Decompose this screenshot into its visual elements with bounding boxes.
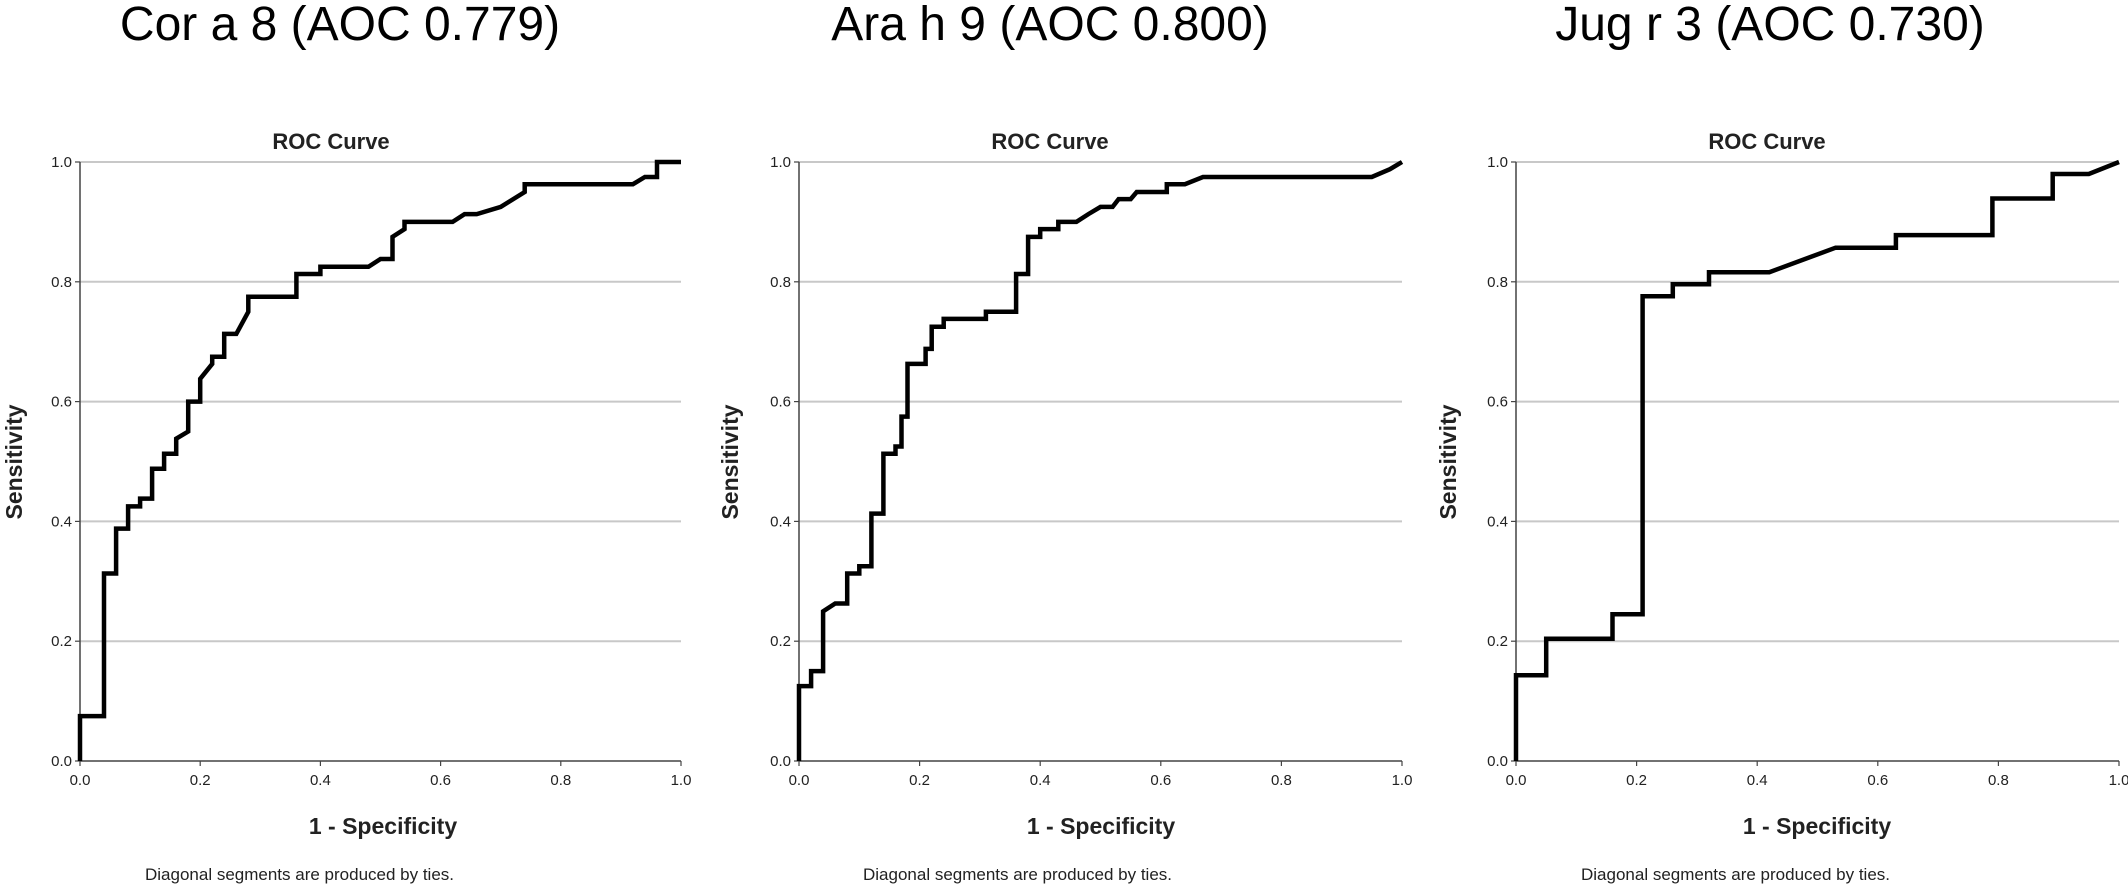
y-tick-label: 0.4	[1487, 513, 1508, 530]
roc-curve-line	[77, 159, 681, 761]
chart-title: ROC Curve	[991, 129, 1108, 154]
x-axis-label: 1 - Specificity	[1027, 813, 1175, 839]
panel-heading: Jug r 3 (AOC 0.730)	[1555, 0, 1985, 51]
y-tick-label: 0.6	[1487, 394, 1508, 411]
y-axis-label: Sensitivity	[1435, 404, 1461, 519]
y-axis-label: Sensitivity	[1, 404, 27, 519]
x-tick-label: 0.0	[70, 772, 91, 789]
chart-title: ROC Curve	[272, 129, 389, 154]
x-tick-label: 1.0	[2109, 772, 2128, 789]
roc-curve-line	[796, 160, 1404, 761]
x-tick-label: 0.0	[789, 772, 810, 789]
y-tick-label: 1.0	[51, 154, 72, 171]
x-tick-label: 1.0	[1392, 772, 1413, 789]
x-tick-label: 0.6	[1150, 772, 1171, 789]
y-tick-label: 0.8	[51, 274, 72, 291]
panel-jug-r-3: Jug r 3 (AOC 0.730) ROC Curve 0.00.20.40…	[1435, 0, 2128, 884]
x-tick-label: 0.2	[909, 772, 930, 789]
y-tick-label: 1.0	[1487, 154, 1508, 171]
footnote: Diagonal segments are produced by ties.	[145, 865, 454, 884]
plot-area: 0.0 0.2 0.4 0.6 0.8 1.0 0.0 0.2 0.4 0.6 0.8 1.0	[51, 154, 691, 789]
y-axis-label: Sensitivity	[717, 404, 743, 519]
roc-curve-line	[1513, 159, 2120, 761]
x-tick-label: 0.4	[1747, 772, 1768, 789]
panel-cor-a-8: Cor a 8 (AOC 0.779) ROC Curve 0.00.20.40…	[1, 0, 691, 884]
x-tick-label: 0.4	[310, 772, 331, 789]
x-axis-label: 1 - Specificity	[1743, 813, 1891, 839]
x-tick-label: 0.8	[550, 772, 571, 789]
x-tick-label: 0.8	[1271, 772, 1292, 789]
y-tick-label: 0.8	[770, 274, 791, 291]
x-tick-label: 1.0	[671, 772, 692, 789]
x-axis-label: 1 - Specificity	[309, 813, 457, 839]
panel-heading: Cor a 8 (AOC 0.779)	[120, 0, 560, 51]
x-tick-label: 0.2	[190, 772, 211, 789]
y-tick-label: 0.0	[770, 753, 791, 770]
x-tick-label: 0.6	[430, 772, 451, 789]
x-tick-label: 0.8	[1988, 772, 2009, 789]
y-tick-label: 0.8	[1487, 274, 1508, 291]
y-tick-label: 0.6	[770, 394, 791, 411]
x-tick-label: 0.6	[1867, 772, 1888, 789]
panel-heading: Ara h 9 (AOC 0.800)	[831, 0, 1269, 51]
y-tick-label: 0.0	[1487, 753, 1508, 770]
y-tick-label: 1.0	[770, 154, 791, 171]
chart-title: ROC Curve	[1708, 129, 1825, 154]
y-tick-label: 0.2	[1487, 633, 1508, 650]
footnote: Diagonal segments are produced by ties.	[863, 865, 1172, 884]
y-tick-label: 0.2	[51, 633, 72, 650]
y-tick-label: 0.4	[770, 513, 791, 530]
y-tick-label: 0.0	[51, 753, 72, 770]
y-tick-label: 0.6	[51, 394, 72, 411]
y-tick-label: 0.4	[51, 513, 72, 530]
plot-area: 0.0 0.2 0.4 0.6 0.8 1.0 0.0 0.2 0.4 0.6 0.8 1.0	[1487, 154, 2128, 789]
panel-ara-h-9: Ara h 9 (AOC 0.800) ROC Curve 0.00.20.40…	[717, 0, 1412, 884]
x-tick-label: 0.4	[1030, 772, 1051, 789]
x-tick-label: 0.2	[1626, 772, 1647, 789]
plot-area: 0.0 0.2 0.4 0.6 0.8 1.0 0.0 0.2 0.4 0.6 0.8 1.0	[770, 154, 1412, 789]
x-tick-label: 0.0	[1506, 772, 1527, 789]
y-tick-label: 0.2	[770, 633, 791, 650]
footnote: Diagonal segments are produced by ties.	[1581, 865, 1890, 884]
